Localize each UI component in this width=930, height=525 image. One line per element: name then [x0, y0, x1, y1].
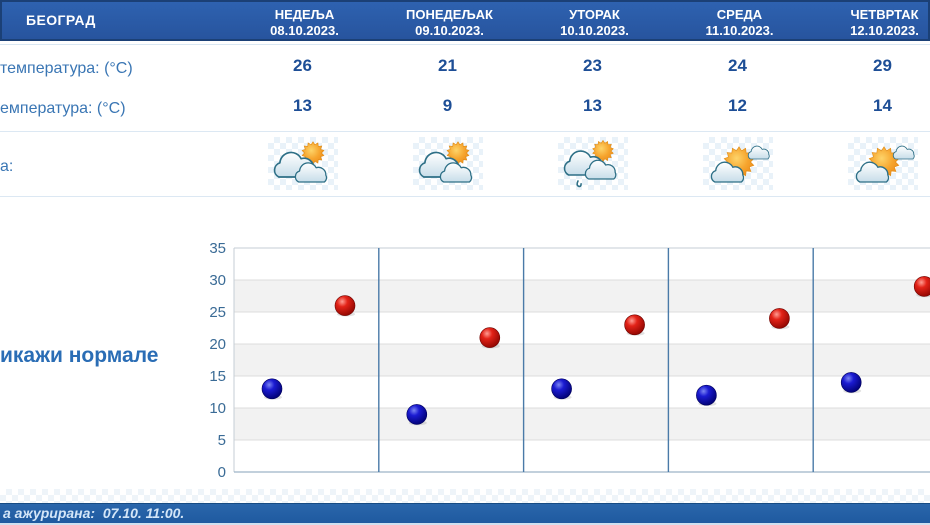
bottom-strip	[0, 523, 930, 525]
min-temp-values: 13 9 13 12 14	[230, 96, 930, 115]
footer-bar: а ажурирана: 07.10. 11:00.	[0, 503, 930, 523]
min-temp-value: 13	[293, 96, 312, 115]
min-temp-value: 12	[728, 96, 747, 115]
sun-behind-clouds-icon	[412, 137, 483, 190]
day-date: 12.10.2023.	[850, 23, 919, 38]
svg-text:0: 0	[218, 464, 226, 480]
forecast-updated-text: а ажурирана: 07.10. 11:00.	[3, 505, 185, 521]
sun-with-clouds-icon	[847, 137, 918, 190]
svg-text:30: 30	[209, 272, 226, 289]
max-temp-value: 26	[293, 56, 312, 75]
phenomena-label: а:	[0, 158, 14, 175]
temperature-chart: 0 5 10 15 20 25 30 35	[0, 240, 930, 481]
day-name: СРЕДА	[716, 7, 763, 22]
max-temp-value: 21	[438, 56, 457, 75]
min-temp-value: 9	[442, 96, 453, 115]
city-label: БЕОГРАД	[26, 12, 96, 28]
day-header-1: НЕДЕЉА 08.10.2023.	[232, 4, 377, 39]
max-temp-value: 24	[728, 56, 747, 75]
svg-text:35: 35	[209, 240, 226, 257]
day-headers: НЕДЕЉА 08.10.2023. ПОНЕДЕЉАК 09.10.2023.…	[232, 4, 930, 39]
day-header-3: УТОРАК 10.10.2023.	[522, 4, 667, 39]
max-temp-value: 23	[583, 56, 602, 75]
min-temp-value: 14	[873, 96, 892, 115]
min-temp-value: 13	[583, 96, 602, 115]
header-separator	[0, 44, 930, 45]
day-date: 09.10.2023.	[415, 23, 484, 38]
svg-text:15: 15	[209, 368, 226, 385]
show-normals-link[interactable]: икажи нормале	[0, 344, 159, 367]
day-name: ПОНЕДЕЉАК	[406, 7, 493, 22]
svg-text:25: 25	[209, 304, 226, 321]
pre-footer-texture	[0, 489, 930, 503]
day-header-5: ЧЕТВРТАК 12.10.2023.	[812, 4, 930, 39]
max-temp-label: температура: (°C)	[0, 60, 133, 77]
day-date: 08.10.2023.	[270, 23, 339, 38]
sun-with-clouds-icon	[702, 137, 773, 190]
day-name: НЕДЕЉА	[274, 7, 335, 22]
day-name: УТОРАК	[569, 7, 620, 22]
day-date: 11.10.2023.	[705, 23, 774, 38]
day-header-2: ПОНЕДЕЉАК 09.10.2023.	[377, 4, 522, 39]
phenomena-icons	[230, 137, 930, 190]
svg-text:10: 10	[209, 400, 226, 417]
row-separator	[0, 196, 930, 197]
day-date: 10.10.2023.	[560, 23, 629, 38]
max-temp-value: 29	[873, 56, 892, 75]
header-bar: БЕОГРАД НЕДЕЉА 08.10.2023. ПОНЕДЕЉАК 09.…	[0, 0, 930, 41]
min-temp-label: емпература: (°C)	[0, 100, 126, 117]
max-temp-values: 26 21 23 24 29	[230, 56, 930, 75]
sun-behind-clouds-icon	[267, 137, 338, 190]
day-header-4: СРЕДА 11.10.2023.	[667, 4, 812, 39]
row-separator	[0, 131, 930, 132]
day-name: ЧЕТВРТАК	[850, 7, 919, 22]
sun-clouds-rain-icon	[557, 137, 628, 190]
svg-text:20: 20	[209, 336, 226, 353]
svg-text:5: 5	[218, 432, 226, 449]
